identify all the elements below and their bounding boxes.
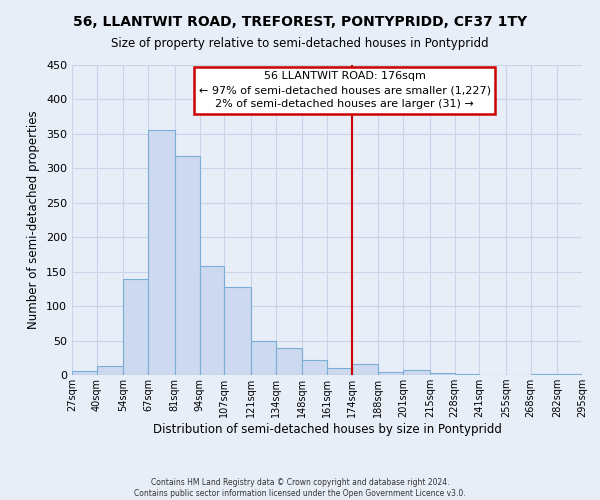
Text: Contains HM Land Registry data © Crown copyright and database right 2024.
Contai: Contains HM Land Registry data © Crown c… xyxy=(134,478,466,498)
Bar xyxy=(430,373,455,375)
Text: 56, LLANTWIT ROAD, TREFOREST, PONTYPRIDD, CF37 1TY: 56, LLANTWIT ROAD, TREFOREST, PONTYPRIDD… xyxy=(73,15,527,29)
Bar xyxy=(275,348,302,375)
Bar xyxy=(302,360,327,375)
Bar xyxy=(455,374,479,375)
Bar xyxy=(530,374,557,375)
Bar xyxy=(97,366,124,375)
Bar xyxy=(251,340,275,375)
Bar xyxy=(199,266,224,375)
Bar xyxy=(379,372,403,375)
Bar xyxy=(557,374,582,375)
Bar xyxy=(403,370,430,375)
Bar xyxy=(224,287,251,375)
Text: Size of property relative to semi-detached houses in Pontypridd: Size of property relative to semi-detach… xyxy=(111,38,489,51)
Bar xyxy=(148,130,175,375)
Text: 56 LLANTWIT ROAD: 176sqm
← 97% of semi-detached houses are smaller (1,227)
2% of: 56 LLANTWIT ROAD: 176sqm ← 97% of semi-d… xyxy=(199,71,491,109)
Bar xyxy=(124,278,148,375)
Bar xyxy=(327,368,352,375)
Bar xyxy=(72,371,97,375)
X-axis label: Distribution of semi-detached houses by size in Pontypridd: Distribution of semi-detached houses by … xyxy=(152,423,502,436)
Bar xyxy=(352,364,379,375)
Bar xyxy=(175,156,199,375)
Y-axis label: Number of semi-detached properties: Number of semi-detached properties xyxy=(28,110,40,330)
